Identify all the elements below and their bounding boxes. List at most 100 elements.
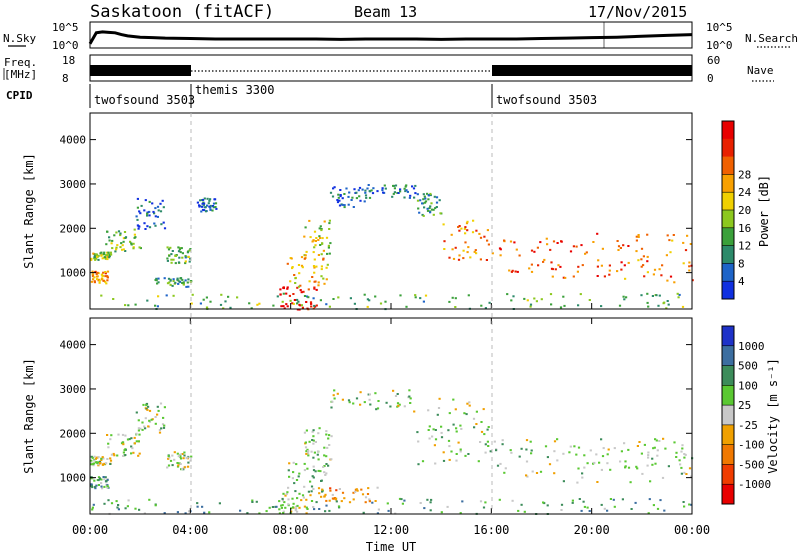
velocity-cell (100, 457, 103, 460)
velocity-cell (167, 455, 170, 458)
power-colorbar-cell (722, 245, 734, 264)
velocity-y-tick: 2000 (60, 427, 87, 440)
velocity-y-tick: 3000 (60, 383, 87, 396)
power-cell (297, 285, 301, 288)
power-cell (669, 275, 673, 278)
power-cell (580, 244, 583, 247)
velocity-cell (577, 467, 580, 470)
power-cell (462, 249, 465, 252)
power-cell (293, 299, 296, 301)
power-cell (624, 277, 627, 280)
velocity-cell (525, 474, 528, 477)
velocity-cell (93, 455, 96, 458)
power-cell (551, 268, 554, 271)
power-cell (600, 305, 603, 308)
power-cell (422, 214, 425, 217)
power-cell (301, 266, 304, 269)
velocity-cell (479, 500, 483, 503)
power-cell (460, 227, 463, 230)
velocity-cell (620, 450, 623, 453)
power-cell (117, 230, 121, 233)
power-colorbar-cell (722, 174, 734, 193)
power-cell (431, 208, 434, 211)
velocity-cell (450, 450, 453, 453)
velocity-cell (102, 476, 105, 478)
velocity-cell (137, 419, 140, 422)
velocity-cell (138, 452, 141, 455)
velocity-cell (310, 450, 313, 453)
power-cell (560, 240, 563, 243)
noise-left-tick-bottom: 10^0 (52, 39, 79, 52)
velocity-cell (504, 467, 507, 470)
power-cell (177, 282, 180, 285)
power-cell (530, 263, 533, 266)
velocity-cell (440, 431, 443, 434)
velocity-cell (161, 423, 165, 426)
power-cell (310, 302, 313, 305)
velocity-cell (103, 478, 106, 481)
velocity-cell (413, 410, 416, 413)
velocity-cell (501, 439, 504, 442)
velocity-cell (529, 440, 532, 443)
velocity-cell (177, 464, 180, 467)
power-cell (94, 271, 97, 273)
power-cell (345, 187, 348, 190)
power-cell (646, 260, 649, 263)
velocity-cell (166, 466, 169, 469)
power-colorbar: 4 8 12 16 20 24 28 (721, 120, 752, 300)
power-cell (105, 243, 108, 246)
power-cell (121, 244, 124, 247)
velocity-cell (287, 498, 290, 501)
power-cell (549, 248, 552, 251)
power-cell (300, 264, 304, 267)
power-cell (331, 195, 335, 198)
power-cell (376, 190, 379, 193)
power-cell (366, 298, 369, 301)
power-cell (206, 204, 209, 207)
velocity-cell (281, 499, 284, 502)
power-cell (308, 280, 311, 283)
velocity-cell (315, 501, 318, 504)
velocity-cell (251, 499, 254, 502)
power-cell (381, 187, 384, 190)
power-colorbar-tick: 12 (738, 240, 751, 253)
power-cell (307, 288, 310, 291)
power-cell (384, 300, 387, 303)
velocity-cell (122, 455, 125, 457)
power-cell (661, 264, 664, 267)
velocity-cell (649, 480, 652, 483)
velocity-cell (98, 477, 101, 480)
power-cell (366, 305, 369, 308)
velocity-cell (466, 402, 469, 405)
velocity-cell (369, 403, 372, 406)
time-tick-label: 20:00 (574, 523, 610, 537)
velocity-cell (447, 429, 450, 432)
velocity-cell (589, 449, 592, 452)
power-cell (143, 222, 146, 225)
power-cell (562, 276, 565, 279)
velocity-cell (606, 453, 609, 456)
power-cell (666, 300, 669, 302)
power-cell (169, 279, 172, 282)
power-cell (168, 281, 171, 284)
velocity-cell (99, 462, 102, 464)
power-cell (102, 253, 106, 255)
cpid-segment-1: twofsound 3503 (94, 93, 195, 107)
velocity-cell (134, 507, 137, 510)
velocity-cell (442, 451, 445, 454)
power-cell (513, 241, 516, 244)
power-cell (176, 278, 179, 281)
power-cell (286, 287, 289, 290)
velocity-colorbar-cell (722, 326, 734, 347)
power-cell (353, 188, 356, 191)
velocity-cell (487, 445, 490, 447)
power-cell (202, 298, 205, 301)
velocity-cell (535, 472, 539, 474)
velocity-y-tick: 4000 (60, 339, 87, 352)
power-cell (174, 254, 178, 257)
velocity-cell (323, 495, 326, 498)
power-cell (448, 256, 451, 259)
power-cell (124, 236, 128, 239)
power-cell (328, 305, 331, 308)
velocity-cell (218, 502, 221, 505)
